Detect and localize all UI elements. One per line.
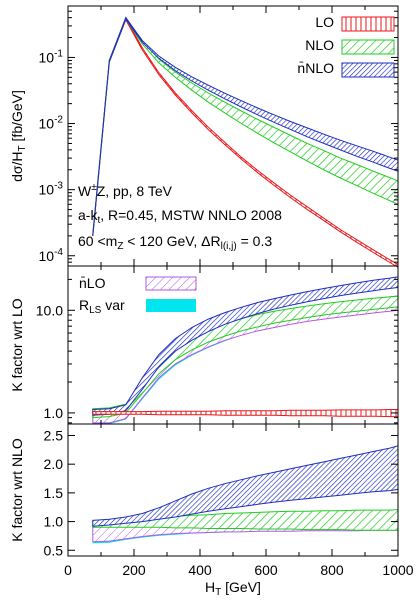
- k-factor-nlo-panel: 0.5 1.0 1.5 2.0 2.5 0 200 400 600 800 1000 K facto…: [9, 424, 414, 598]
- band-nbarnlo-middle: [93, 277, 398, 415]
- legend-swatch-rls: [146, 299, 196, 312]
- cross-section-bands: [93, 18, 398, 268]
- legend-label-nbarlo: n̄LO: [79, 275, 106, 291]
- band-lo-top: [93, 18, 398, 267]
- xtick-label: 600: [254, 562, 278, 578]
- k-factor-lo-legend: n̄LO RLS var: [79, 275, 196, 316]
- k-factor-lo-panel: 1.0 10.0 K factor wrt LO n̄LO RLS var: [9, 266, 398, 424]
- legend-swatch-nbarnlo: [342, 63, 394, 77]
- ytick-label: 2.0: [44, 456, 64, 472]
- xtick-label: 200: [122, 562, 146, 578]
- ytick-label: 10-1: [39, 48, 64, 65]
- annotation-cuts: 60 <mZ < 120 GeV, ΔRl(i,j) = 0.3: [78, 233, 272, 252]
- ytick-label: 10.0: [36, 302, 63, 318]
- ytick-label: 10-4: [39, 247, 64, 264]
- k-factor-lo-ylabel: K factor wrt LO: [9, 298, 25, 391]
- xtick-label: 400: [188, 562, 212, 578]
- legend-label-nbarnlo: n̄NLO: [297, 60, 334, 76]
- ytick-label: 10-2: [39, 115, 64, 132]
- ytick-label: 1.0: [44, 514, 64, 530]
- ytick-label: 10-3: [39, 181, 64, 198]
- ytick-label: 1.0: [44, 405, 64, 421]
- xtick-label: 800: [320, 562, 344, 578]
- cross-section-legend: LO NLO n̄NLO: [297, 14, 394, 77]
- xtick-label: 1000: [382, 562, 413, 578]
- ytick-label: 2.5: [44, 427, 64, 443]
- k-factor-nlo-bands: [93, 446, 398, 544]
- annotation-process: W±Z, pp, 8 TeV: [78, 182, 173, 199]
- legend-label-lo: LO: [315, 14, 334, 30]
- ytick-label: 0.5: [44, 542, 64, 558]
- legend-label-nlo: NLO: [305, 37, 334, 53]
- k-factor-lo-bands: [93, 277, 398, 424]
- legend-label-rls: RLS var: [79, 297, 125, 316]
- k-factor-nlo-ylabel: K factor wrt NLO: [9, 438, 25, 542]
- cross-section-ylabel: dσ/HT [fb/GeV]: [9, 90, 28, 182]
- process-annotation: W±Z, pp, 8 TeV a-kt, R=0.45, MSTW NNLO 2…: [78, 182, 282, 252]
- band-lo-middle: [93, 410, 398, 417]
- ht-xlabel: HT [GeV]: [205, 579, 261, 598]
- ytick-label: 1.5: [44, 485, 64, 501]
- legend-swatch-nbarlo: [146, 277, 196, 290]
- annotation-jets: a-kt, R=0.45, MSTW NNLO 2008: [78, 207, 282, 226]
- legend-swatch-lo: [342, 17, 394, 31]
- cross-section-panel: 10-1 10-2 10-3 10-4 dσ/HT [fb/GeV] LO NLO n…: [9, 6, 398, 267]
- xtick-label: 0: [64, 562, 72, 578]
- legend-swatch-nlo: [342, 40, 394, 54]
